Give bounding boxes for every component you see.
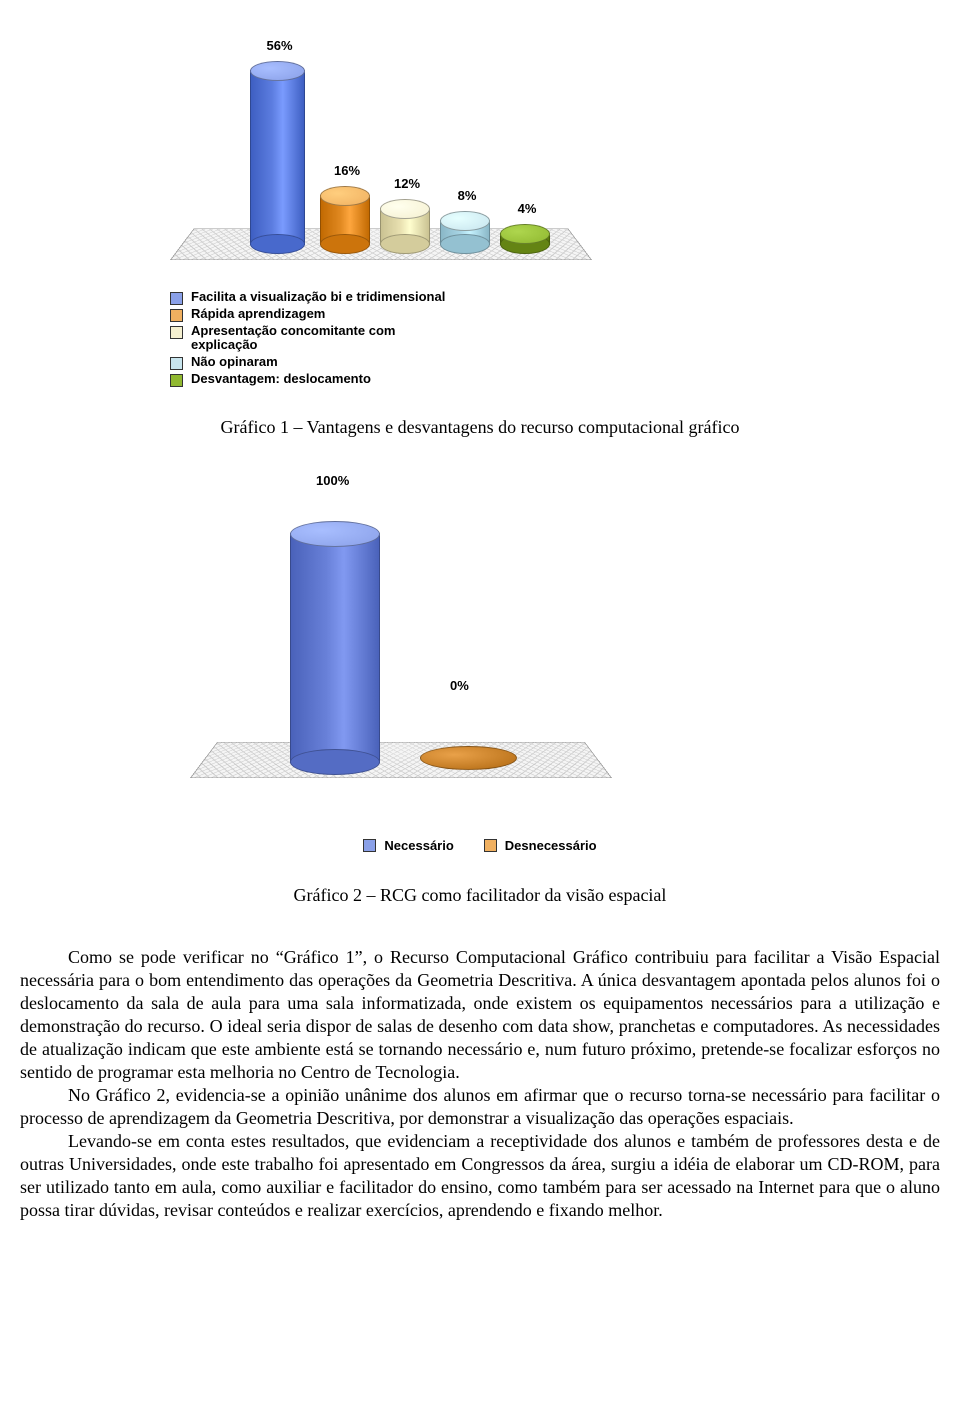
legend-item: Apresentação concomitante com explicação bbox=[170, 324, 940, 353]
chart1: 56% 16% 12% 8% 4% bbox=[170, 20, 590, 260]
legend-item: Rápida aprendizagem bbox=[170, 307, 940, 322]
chart1-bar bbox=[250, 70, 305, 245]
chart1-bar-label: 16% bbox=[327, 163, 367, 178]
legend-label: Necessário bbox=[384, 838, 453, 853]
legend-item: Desvantagem: deslocamento bbox=[170, 372, 940, 387]
chart1-container: 56% 16% 12% 8% 4% bbox=[170, 20, 940, 260]
chart2-label-100: 100% bbox=[316, 473, 349, 488]
paragraph: No Gráfico 2, evidencia-se a opinião unâ… bbox=[20, 1084, 940, 1130]
chart1-bar bbox=[440, 220, 490, 245]
paragraph: Levando-se em conta estes resultados, qu… bbox=[20, 1130, 940, 1222]
chart2: 100% 0% bbox=[170, 478, 630, 778]
legend-item: Não opinaram bbox=[170, 355, 940, 370]
chart2-legend: Necessário Desnecessário bbox=[20, 838, 940, 855]
legend-item: Necessário bbox=[363, 838, 453, 853]
body-text: Como se pode verificar no “Gráfico 1”, o… bbox=[20, 946, 940, 1222]
chart2-label-0: 0% bbox=[450, 678, 469, 693]
legend-label: Não opinaram bbox=[191, 355, 278, 369]
chart1-bar bbox=[320, 195, 370, 245]
legend-label: Rápida aprendizagem bbox=[191, 307, 325, 321]
chart2-bar-100 bbox=[290, 533, 380, 763]
legend-swatch bbox=[363, 839, 376, 852]
legend-swatch bbox=[170, 357, 183, 370]
chart1-bar-label: 56% bbox=[260, 38, 300, 53]
chart2-caption: Gráfico 2 – RCG como facilitador da visã… bbox=[20, 885, 940, 906]
legend-swatch bbox=[170, 292, 183, 305]
legend-label: Desvantagem: deslocamento bbox=[191, 372, 371, 386]
legend-swatch bbox=[170, 374, 183, 387]
legend-item: Desnecessário bbox=[484, 838, 597, 853]
chart1-bar bbox=[380, 208, 430, 246]
legend-label: Apresentação concomitante com explicação bbox=[191, 324, 451, 353]
chart2-floor bbox=[190, 742, 612, 778]
chart1-caption: Gráfico 1 – Vantagens e desvantagens do … bbox=[20, 417, 940, 438]
legend-label: Desnecessário bbox=[505, 838, 597, 853]
legend-swatch bbox=[170, 326, 183, 339]
paragraph: Como se pode verificar no “Gráfico 1”, o… bbox=[20, 946, 940, 1084]
chart1-legend: Facilita a visualização bi e tridimensio… bbox=[170, 290, 940, 387]
chart1-bar bbox=[500, 233, 550, 246]
legend-item: Facilita a visualização bi e tridimensio… bbox=[170, 290, 940, 305]
chart1-bar-label: 4% bbox=[507, 201, 547, 216]
chart1-bar-label: 12% bbox=[387, 176, 427, 191]
legend-label: Facilita a visualização bi e tridimensio… bbox=[191, 290, 445, 304]
legend-swatch bbox=[484, 839, 497, 852]
chart1-bar-label: 8% bbox=[447, 188, 487, 203]
legend-swatch bbox=[170, 309, 183, 322]
chart2-disc-0 bbox=[420, 746, 517, 770]
